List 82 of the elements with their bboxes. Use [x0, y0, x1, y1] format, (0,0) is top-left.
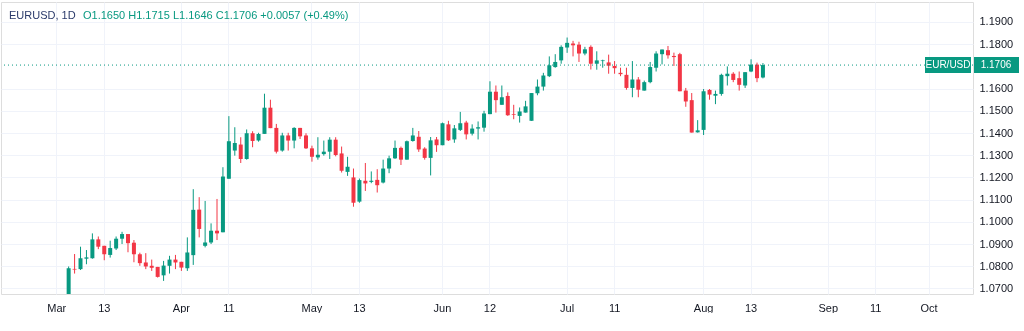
y-tick-label: 1.0900 [979, 237, 1014, 250]
candlestick [446, 120, 451, 142]
x-tick-label: Jul [560, 301, 575, 314]
candlestick [671, 52, 676, 67]
candlestick [493, 84, 498, 114]
text: EURUSD, 1D [9, 9, 76, 21]
x-tick-label: 11 [869, 301, 882, 314]
x-tick-label: 13 [98, 301, 111, 314]
candlestick [292, 126, 297, 149]
candlestick [755, 62, 759, 83]
candlestick [203, 200, 208, 248]
candlestick [327, 136, 332, 160]
annotation: O1.1650 H1.1715 L1.1646 C1.1706 +0.0057 (+0.49%) [83, 9, 349, 21]
candlestick [719, 73, 724, 97]
candlestick [487, 80, 492, 115]
candlestick [476, 120, 481, 140]
x-tick-label: Aug [693, 301, 714, 314]
y-tick-label: 1.1800 [979, 37, 1014, 50]
candlestick [695, 119, 700, 134]
x-tick-label: 11 [608, 301, 621, 314]
candlestick [268, 99, 273, 129]
y-tick-label: 1.1500 [979, 104, 1014, 117]
candlestick [161, 260, 166, 282]
y-tick-label: 1.1300 [979, 148, 1014, 161]
candlestick [339, 146, 344, 174]
candlestick [131, 239, 136, 263]
candlestick [606, 54, 611, 75]
y-tick-label: 1.0800 [979, 259, 1014, 272]
x-tick-label: Apr [172, 301, 191, 314]
candlestick [333, 136, 338, 157]
candlestick [511, 104, 516, 120]
candlestick [393, 140, 398, 160]
candlestick [120, 231, 125, 245]
candlestick [482, 110, 487, 133]
x-tick-label: 11 [223, 301, 235, 314]
x-tick-label: 12 [483, 301, 497, 314]
y-tick-label: 1.1600 [979, 82, 1014, 95]
candlestick [416, 130, 421, 153]
x-tick-label: May [301, 301, 323, 314]
candlestick [209, 222, 214, 245]
candlestick [232, 126, 237, 157]
x-tick-label: Sep [818, 301, 838, 314]
candlestick [125, 233, 130, 253]
candlestick [369, 170, 374, 184]
candlestick [375, 168, 380, 194]
y-tick-label: 1.1900 [979, 15, 1014, 28]
x-tick-label: 13 [744, 301, 758, 314]
candlestick [624, 67, 629, 91]
x-tick-label: Jun [433, 301, 452, 314]
candlestick [565, 37, 570, 54]
candlestick [197, 196, 202, 238]
candlestick [576, 41, 581, 63]
candlestick [737, 71, 742, 92]
candlestick [665, 45, 670, 60]
y-tick-label: 1.1100 [979, 193, 1013, 206]
candlestick [72, 253, 77, 275]
y-tick-label: 1.1400 [979, 126, 1014, 139]
y-tick-label: 1.1000 [979, 215, 1014, 228]
candlestick [499, 84, 504, 106]
candlestick [345, 156, 350, 177]
candlestick [636, 76, 641, 98]
x-tick-label: Oct [920, 301, 938, 314]
text: 1.1706 [980, 59, 1012, 71]
x-tick-label: 13 [353, 301, 366, 314]
y-tick-label: 1.0700 [979, 281, 1014, 294]
candlestick [588, 44, 593, 70]
candlestick [683, 87, 688, 108]
candlestick [274, 123, 279, 154]
y-tick-label: 1.1200 [979, 170, 1014, 183]
candlestick [458, 111, 463, 132]
candlestick [398, 146, 403, 166]
candlestick [185, 236, 190, 272]
candlestick [428, 136, 433, 176]
candlestick [505, 91, 510, 117]
candlestick [464, 120, 469, 140]
x-tick-label: Mar [47, 301, 67, 314]
candlestick [559, 44, 564, 65]
candlestick [357, 178, 362, 204]
candlestick [90, 232, 95, 260]
candlestick [280, 132, 285, 153]
ref-line-label: EUR/USD [925, 59, 971, 71]
candlestick [238, 136, 243, 164]
